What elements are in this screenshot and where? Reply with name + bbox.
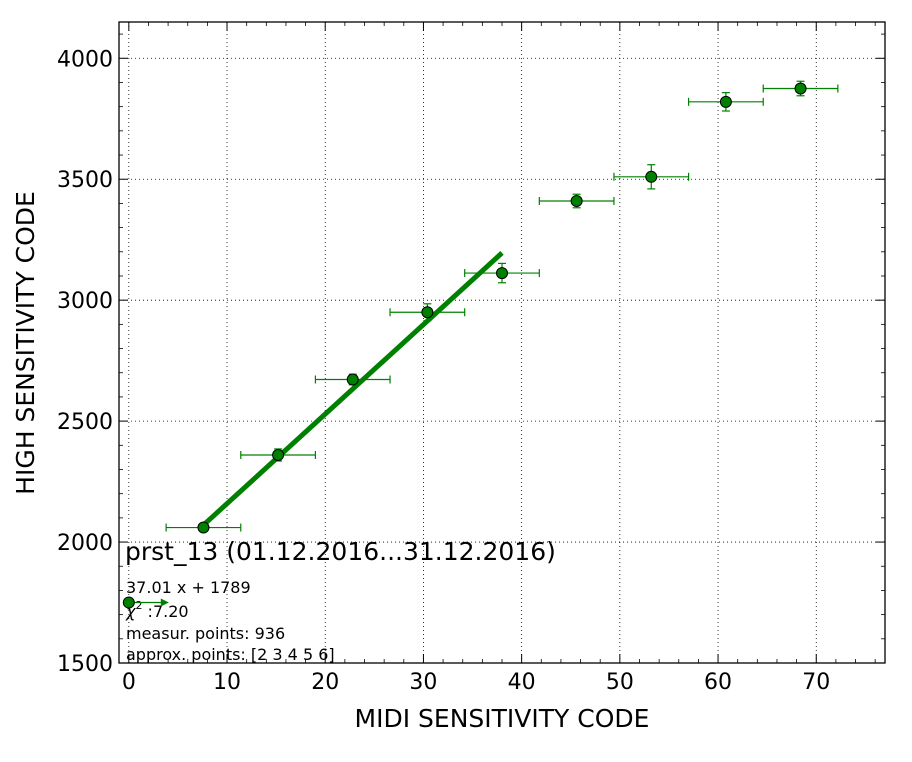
y-tick-label: 4000 [57, 47, 113, 72]
x-tick-label: 0 [122, 670, 136, 695]
plot-frame [118, 21, 886, 664]
annotation-equation: 37.01 x + 1789 [126, 578, 251, 597]
chi2-value: :7.20 [142, 602, 188, 621]
data-point [197, 521, 210, 534]
x-tick-label: 50 [606, 670, 634, 695]
data-point [421, 306, 434, 319]
x-tick-label: 20 [311, 670, 339, 695]
ticks [119, 22, 885, 664]
data-point [794, 82, 807, 95]
fit-line [201, 251, 504, 527]
y-tick-label: 2500 [57, 410, 113, 435]
x-tick-label: 30 [409, 670, 437, 695]
chi2-superscript: 2 [135, 599, 142, 612]
legend-point [122, 596, 135, 609]
data-point [645, 170, 658, 183]
data-point [272, 448, 285, 461]
annotation-title: prst_13 (01.12.2016...31.12.2016) [125, 537, 556, 566]
y-tick-label: 3000 [57, 289, 113, 314]
y-tick-label: 2000 [57, 531, 113, 556]
data-point [496, 267, 508, 280]
y-tick-label: 3500 [57, 168, 113, 193]
points [197, 82, 807, 534]
x-tick-label: 10 [213, 670, 241, 695]
tick-labels: 0 10 20 30 40 50 60 70 1500 2000 2500 3000 3500 4000 [57, 47, 830, 695]
data-point [719, 95, 732, 108]
x-tick-label: 40 [508, 670, 536, 695]
legend-arrow-head [160, 598, 169, 607]
data-point [346, 373, 359, 386]
x-tick-label: 60 [704, 670, 732, 695]
legend-marker [122, 596, 169, 609]
x-axis-title: MIDI SENSITIVITY CODE [355, 704, 650, 733]
grid [119, 22, 885, 664]
x-tick-label: 70 [802, 670, 830, 695]
y-tick-label: 1500 [57, 652, 113, 677]
annotation-approx-points: approx. points: [2 3 4 5 6] [126, 645, 335, 664]
data-point [570, 194, 583, 207]
chi2-symbol: χ [125, 602, 136, 621]
annotation-chi2: χ2 :7.20 [125, 599, 189, 621]
y-axis-title: HIGH SENSITIVITY CODE [11, 191, 40, 495]
annotation-measur-points: measur. points: 936 [126, 624, 285, 643]
